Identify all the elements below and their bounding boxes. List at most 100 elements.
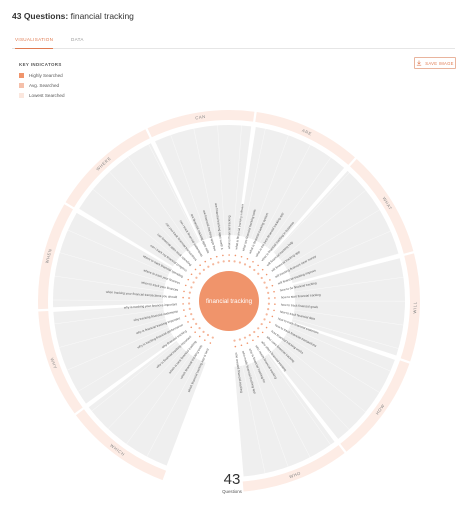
- question-marker: [257, 264, 259, 267]
- question-divider: [146, 359, 199, 457]
- question-marker: [246, 342, 249, 344]
- category-ring-will: [400, 253, 420, 362]
- question-marker: [187, 278, 190, 281]
- tab-visualisation[interactable]: VISUALISATION: [15, 36, 54, 49]
- question-dot: [260, 322, 263, 326]
- category-ring-are: [255, 112, 355, 165]
- question-marker: [198, 335, 201, 338]
- question-marker: [209, 342, 212, 344]
- category-sector-who[interactable]: [234, 353, 335, 477]
- category-sector-will[interactable]: [291, 258, 405, 356]
- question-dot: [188, 291, 191, 294]
- question-dot: [212, 263, 215, 266]
- download-icon: [417, 60, 422, 66]
- question-divider: [289, 230, 391, 275]
- category-ring-can: [147, 110, 255, 138]
- question-dot: [190, 313, 193, 316]
- question-label[interactable]: what is financial tracking: [227, 215, 231, 249]
- question-divider: [242, 128, 266, 237]
- key-item-avg-label: Avg. Searched: [29, 83, 60, 88]
- question-divider: [148, 144, 200, 243]
- question-marker: [252, 260, 254, 263]
- category-ring-where: [65, 129, 150, 208]
- category-label-who: WHO: [289, 470, 302, 479]
- question-marker: [190, 273, 193, 276]
- question-divider: [242, 365, 266, 474]
- question-dot: [267, 308, 270, 311]
- question-dot: [265, 286, 268, 289]
- category-ring-who: [242, 445, 345, 492]
- question-label[interactable]: how to do financial tracking: [280, 281, 318, 293]
- question-divider: [292, 253, 399, 284]
- question-label[interactable]: how to start financial tracking: [281, 293, 321, 300]
- question-divider: [67, 229, 169, 275]
- question-divider: [217, 125, 225, 236]
- question-dot: [198, 327, 201, 330]
- question-marker: [274, 297, 276, 299]
- tab-data[interactable]: DATA: [71, 37, 84, 42]
- question-divider: [273, 349, 350, 430]
- question-label[interactable]: how to track financial goals: [281, 303, 319, 310]
- key-item-avg: Avg. Searched: [19, 83, 60, 89]
- question-divider: [251, 363, 289, 467]
- question-label[interactable]: are financial tracking apps worth it: [214, 203, 224, 250]
- question-dot: [253, 330, 256, 334]
- category-label-are: ARE: [301, 128, 313, 137]
- question-label[interactable]: when to track your finances: [141, 280, 179, 292]
- question-marker: [182, 296, 184, 299]
- category-sector-why[interactable]: [53, 305, 176, 404]
- center-node[interactable]: [199, 271, 259, 331]
- key-title: KEY INDICATORS: [19, 62, 62, 67]
- question-dot: [267, 291, 270, 295]
- question-label[interactable]: who created financial tracking: [234, 352, 244, 393]
- question-dot: [257, 272, 260, 275]
- question-dot: [233, 260, 236, 263]
- question-divider: [53, 299, 164, 301]
- question-marker: [190, 326, 193, 329]
- highly-swatch: [19, 73, 24, 79]
- category-sector-which[interactable]: [88, 340, 206, 466]
- question-dot: [188, 296, 191, 300]
- question-dot: [248, 334, 251, 337]
- question-marker: [274, 303, 276, 305]
- category-sector-can[interactable]: [155, 125, 252, 242]
- question-divider: [109, 171, 185, 253]
- question-divider: [259, 359, 311, 458]
- question-dot: [238, 338, 241, 341]
- question-dot: [190, 286, 193, 289]
- category-ring-what: [349, 158, 414, 254]
- query-text: financial tracking: [70, 11, 134, 21]
- question-dot: [243, 263, 247, 266]
- question-marker: [194, 331, 196, 333]
- question-label[interactable]: how to track financial data: [279, 310, 315, 321]
- question-divider: [59, 318, 166, 348]
- question-marker: [269, 321, 271, 323]
- question-dot: [187, 302, 191, 305]
- key-item-lowest: Lowest Searched: [19, 93, 65, 99]
- question-divider: [289, 327, 391, 372]
- question-marker: [234, 254, 237, 257]
- question-dot: [188, 307, 191, 311]
- category-sector-where[interactable]: [79, 143, 200, 267]
- category-sector-how[interactable]: [269, 323, 395, 440]
- question-label[interactable]: what is financial tracking software: [234, 203, 244, 249]
- question-dot: [238, 261, 242, 264]
- lowest-swatch: [19, 93, 24, 99]
- question-marker: [261, 331, 264, 334]
- question-divider: [170, 134, 208, 239]
- question-dot: [202, 268, 205, 271]
- question-divider: [280, 190, 366, 260]
- question-divider: [193, 128, 216, 237]
- question-label[interactable]: why is tracking your finances important: [124, 302, 178, 309]
- question-dot: [198, 272, 201, 275]
- question-marker: [240, 255, 243, 258]
- question-marker: [265, 326, 268, 329]
- question-marker: [184, 315, 187, 317]
- category-sector-are[interactable]: [239, 127, 345, 252]
- question-dot: [195, 276, 198, 279]
- question-label[interactable]: when tracking your financial transaction…: [106, 290, 178, 299]
- question-divider: [92, 189, 179, 260]
- question-marker: [210, 257, 212, 260]
- save-image-button[interactable]: SAVE IMAGE: [414, 57, 456, 69]
- question-divider: [251, 135, 289, 239]
